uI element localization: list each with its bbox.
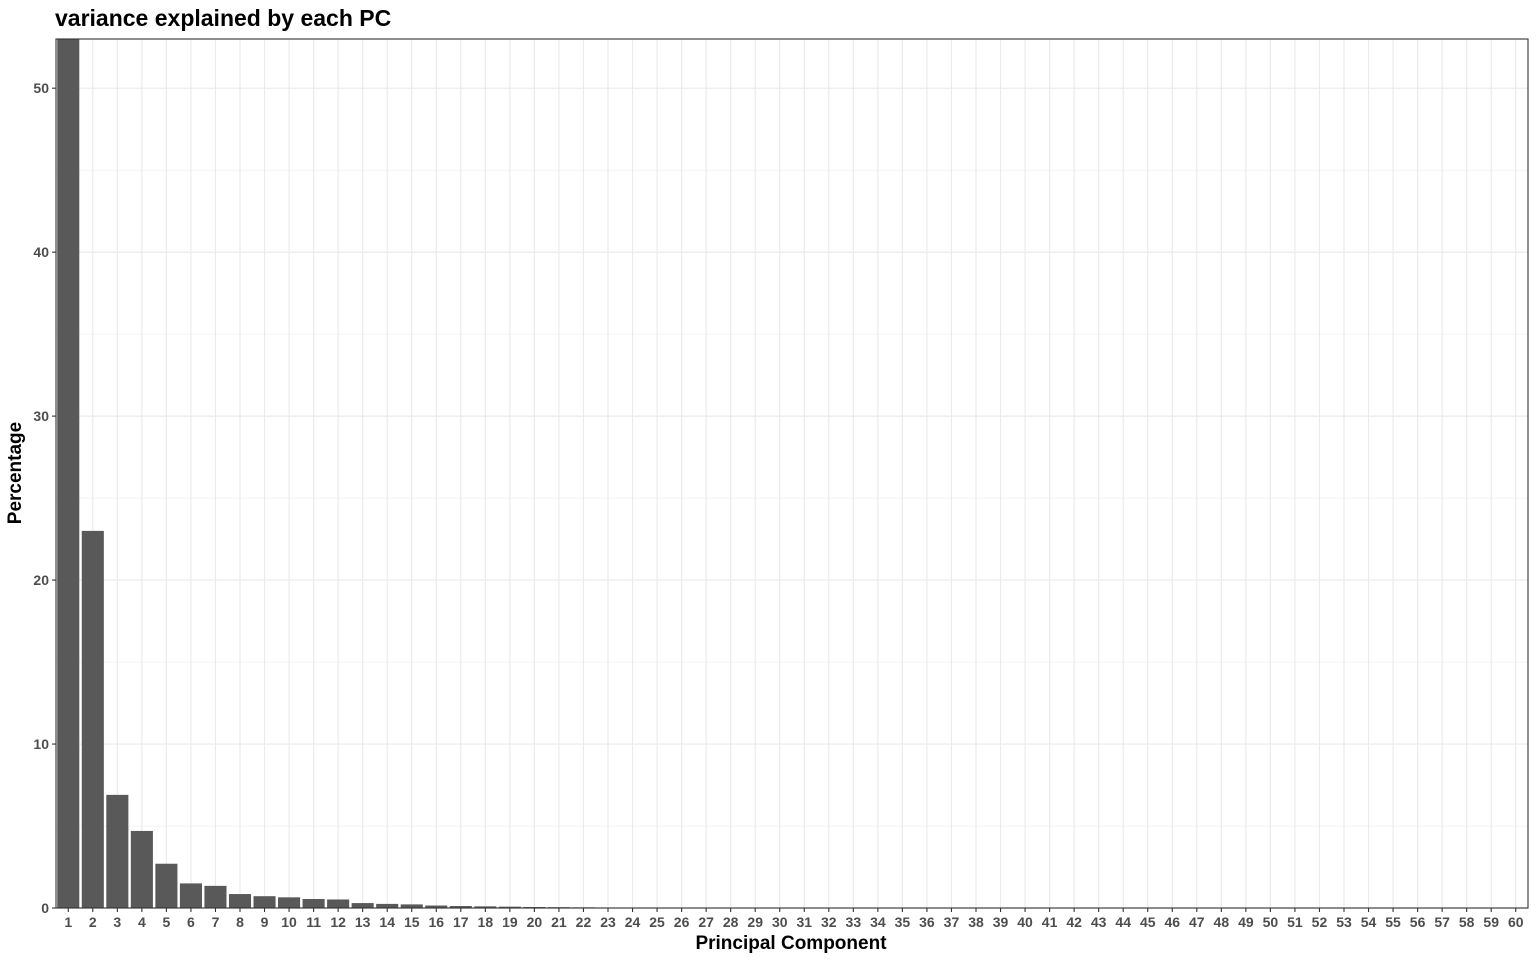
bar-pc-2	[81, 530, 104, 908]
x-tick-label: 26	[674, 914, 690, 930]
x-tick-label: 35	[895, 914, 911, 930]
chart-title: variance explained by each PC	[55, 5, 391, 31]
x-tick-label: 38	[968, 914, 984, 930]
bar-pc-12	[327, 899, 350, 908]
bar-pc-17	[449, 906, 472, 908]
y-tick-label: 0	[41, 900, 49, 916]
bar-pc-8	[228, 894, 252, 908]
x-tick-label: 21	[551, 914, 567, 930]
x-tick-label: 57	[1434, 914, 1450, 930]
x-tick-label: 20	[527, 914, 543, 930]
x-tick-label: 6	[187, 914, 195, 930]
x-tick-label: 47	[1189, 914, 1205, 930]
x-tick-label: 3	[113, 914, 121, 930]
x-tick-label: 32	[821, 914, 837, 930]
x-tick-label: 7	[212, 914, 220, 930]
x-tick-label: 40	[1017, 914, 1033, 930]
x-tick-label: 42	[1066, 914, 1082, 930]
grid	[56, 39, 1528, 909]
y-tick-label: 20	[33, 572, 49, 588]
x-tick-label: 19	[502, 914, 518, 930]
y-tick-label: 10	[33, 736, 49, 752]
bar-pc-1	[57, 39, 80, 908]
bar-pc-7	[204, 885, 227, 908]
x-tick-label: 16	[428, 914, 444, 930]
bar-pc-18	[474, 906, 497, 908]
x-tick-label: 39	[993, 914, 1009, 930]
y-axis: 0 10 20 30 40 50	[33, 80, 56, 916]
x-tick-label: 44	[1115, 914, 1131, 930]
x-tick-label: 23	[600, 914, 616, 930]
x-tick-label: 4	[138, 914, 146, 930]
x-tick-label: 12	[330, 914, 346, 930]
x-tick-label: 36	[919, 914, 935, 930]
x-tick-label: 28	[723, 914, 739, 930]
x-tick-label: 8	[236, 914, 244, 930]
x-tick-label: 25	[649, 914, 665, 930]
x-tick-label: 46	[1164, 914, 1180, 930]
bar-pc-13	[351, 903, 374, 908]
x-tick-label: 56	[1410, 914, 1426, 930]
x-tick-label: 49	[1238, 914, 1254, 930]
x-tick-label: 22	[576, 914, 592, 930]
x-tick-label: 5	[163, 914, 171, 930]
x-tick-label: 51	[1287, 914, 1303, 930]
bar-pc-6	[179, 883, 202, 908]
bar-pc-3	[106, 794, 129, 908]
bar-pc-16	[425, 905, 448, 908]
x-tick-label: 60	[1508, 914, 1524, 930]
bar-pc-10	[278, 897, 301, 908]
x-tick-label: 18	[478, 914, 494, 930]
x-tick-label: 10	[281, 914, 297, 930]
bar-pc-4	[130, 830, 153, 908]
x-tick-label: 37	[944, 914, 960, 930]
x-tick-label: 48	[1214, 914, 1230, 930]
x-tick-label: 27	[698, 914, 714, 930]
x-tick-label: 11	[306, 914, 321, 930]
bar-pc-15	[400, 904, 423, 908]
x-tick-label: 14	[379, 914, 395, 930]
x-tick-label: 58	[1459, 914, 1475, 930]
x-tick-label: 33	[846, 914, 862, 930]
x-axis-title: Principal Component	[695, 933, 887, 954]
x-tick-label: 45	[1140, 914, 1156, 930]
x-tick-label: 54	[1361, 914, 1377, 930]
x-tick-label: 9	[261, 914, 269, 930]
y-tick-label: 30	[33, 408, 49, 424]
x-tick-label: 43	[1091, 914, 1107, 930]
x-tick-label: 24	[625, 914, 641, 930]
x-tick-label: 53	[1336, 914, 1352, 930]
bar-pc-19	[498, 906, 521, 908]
bars	[57, 39, 669, 908]
x-axis: 1 2 3 4 5 6 7 8 9 10 11 12 13 14 15 16 17 18 19 20 21 22 23 24 2…	[64, 908, 1524, 930]
x-tick-label: 2	[89, 914, 97, 930]
x-tick-label: 55	[1385, 914, 1401, 930]
x-tick-label: 17	[453, 914, 469, 930]
y-tick-label: 40	[33, 244, 49, 260]
y-axis-title: Percentage	[5, 422, 26, 524]
x-tick-label: 1	[64, 914, 72, 930]
bar-pc-9	[253, 896, 276, 908]
bar-pc-5	[155, 863, 178, 908]
x-tick-label: 52	[1312, 914, 1328, 930]
x-tick-label: 59	[1483, 914, 1499, 930]
x-tick-label: 34	[870, 914, 886, 930]
x-tick-label: 15	[404, 914, 420, 930]
panel-border	[55, 38, 1529, 909]
x-tick-label: 29	[747, 914, 763, 930]
bar-pc-14	[376, 903, 399, 908]
x-tick-label: 31	[796, 914, 812, 930]
x-tick-label: 50	[1263, 914, 1279, 930]
x-tick-label: 30	[772, 914, 788, 930]
bar-pc-11	[302, 898, 325, 908]
x-tick-label: 41	[1042, 914, 1058, 930]
x-tick-label: 13	[355, 914, 371, 930]
y-tick-label: 50	[33, 80, 49, 96]
